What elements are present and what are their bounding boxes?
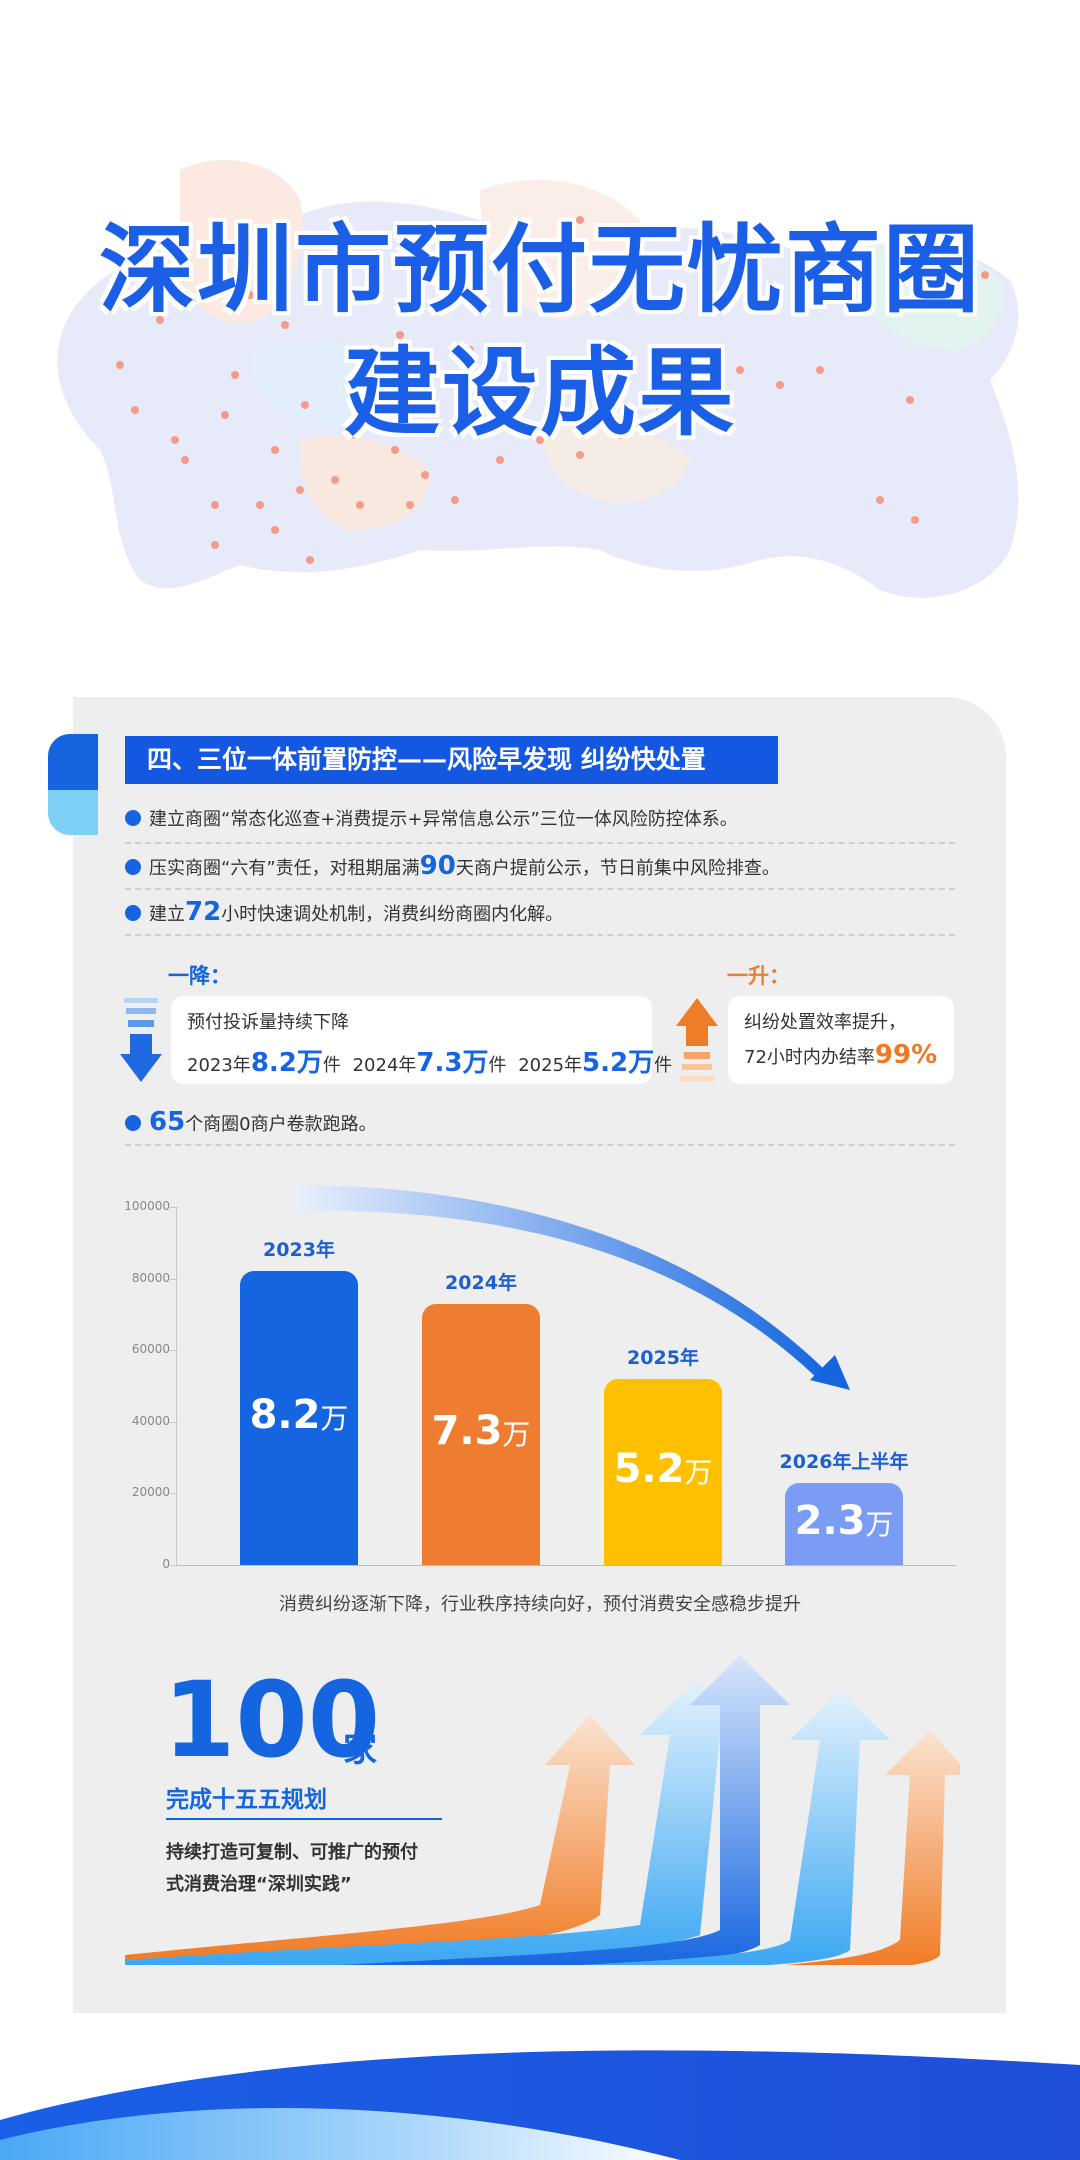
bar-3	[604, 1378, 722, 1565]
card-accent-tab-light	[48, 790, 98, 835]
rise-box: 纠纷处置效率提升， 72小时内办结率99%	[728, 996, 954, 1084]
bar-category-label: 2024年	[445, 1271, 517, 1294]
y-axis-line	[176, 1207, 177, 1565]
plan-underline	[166, 1818, 442, 1820]
bar-value-label: 7.3万	[431, 1408, 531, 1455]
down-arrow-icon	[120, 998, 162, 1082]
rise-line2: 72小时内办结率99%	[744, 1040, 938, 1070]
bar-category-label: 2026年上半年	[779, 1450, 909, 1473]
y-tick-label: 0	[162, 1557, 170, 1571]
rise-line1: 纠纷处置效率提升，	[744, 1012, 906, 1033]
bullet-dot	[125, 1115, 141, 1131]
y-tick-label: 60000	[131, 1342, 170, 1357]
bullet-item-3: 建立72小时快速调处机制，消费纠纷商圈内化解。	[125, 890, 955, 936]
plan-desc-line2: 式消费治理“深圳实践”	[166, 1874, 352, 1895]
bar-1	[240, 1271, 358, 1565]
decline-line1: 预付投诉量持续下降	[187, 1012, 349, 1033]
bar-value-label: 2.3万	[794, 1497, 894, 1544]
y-tick-label: 40000	[131, 1413, 170, 1428]
y-tick-label: 80000	[131, 1270, 170, 1285]
page-title-line-1: 深圳市预付无忧商圈	[99, 214, 981, 326]
rising-arrows-illustration	[125, 1655, 960, 1965]
plan-number: 100	[163, 1659, 381, 1781]
bullet-item-4: 65个商圈0商户卷款跑路。	[125, 1100, 955, 1146]
bullet-dot	[125, 810, 141, 826]
y-tick-mark	[170, 1493, 178, 1495]
bottom-wave-decoration	[0, 2050, 1080, 2160]
y-tick-label: 20000	[131, 1485, 170, 1500]
bar-value-label: 5.2万	[613, 1445, 713, 1492]
bar-2	[422, 1303, 540, 1565]
trend-curve-arrow	[295, 1185, 850, 1390]
y-tick-mark	[170, 1278, 178, 1280]
plan-unit: 家	[343, 1730, 377, 1770]
decline-label: 一降：	[168, 964, 231, 988]
plan-desc-line1: 持续打造可复制、可推广的预付	[166, 1842, 418, 1863]
rise-label: 一升：	[727, 964, 790, 988]
bar-category-label: 2025年	[627, 1346, 699, 1369]
y-tick-mark	[170, 1207, 178, 1208]
y-tick-label: 100000	[124, 1199, 170, 1213]
bullet-dot	[125, 905, 141, 921]
section-heading: 四、三位一体前置防控——风险早发现 纠纷快处置	[125, 736, 778, 784]
bullet-item-2: 压实商圈“六有”责任，对租期届满90天商户提前公示，节日前集中风险排查。	[125, 844, 955, 890]
x-axis-line	[176, 1565, 956, 1566]
bullet-item-1: 建立商圈“常态化巡查+消费提示+异常信息公示”三位一体风险防控体系。	[125, 798, 955, 844]
y-tick-mark	[170, 1565, 178, 1566]
plan-subtitle: 完成十五五规划	[166, 1787, 327, 1813]
bar-value-label: 8.2万	[249, 1392, 349, 1439]
decline-values: 2023年8.2万件 2024年7.3万件 2025年5.2万件	[187, 1048, 673, 1078]
page-title-line-2: 建设成果	[344, 337, 736, 449]
shenzhen-map-illustration	[57, 160, 1019, 598]
chart-caption: 消费纠纷逐渐下降，行业秩序持续向好，预付消费安全感稳步提升	[279, 1594, 801, 1615]
bullet-dot	[125, 859, 141, 875]
up-arrow-icon	[676, 998, 718, 1081]
bar-category-label: 2023年	[263, 1239, 335, 1262]
y-tick-mark	[170, 1350, 178, 1352]
bar-4	[785, 1482, 903, 1565]
y-tick-mark	[170, 1421, 178, 1423]
decline-box: 预付投诉量持续下降 2023年8.2万件 2024年7.3万件 2025年5.2…	[171, 996, 672, 1084]
